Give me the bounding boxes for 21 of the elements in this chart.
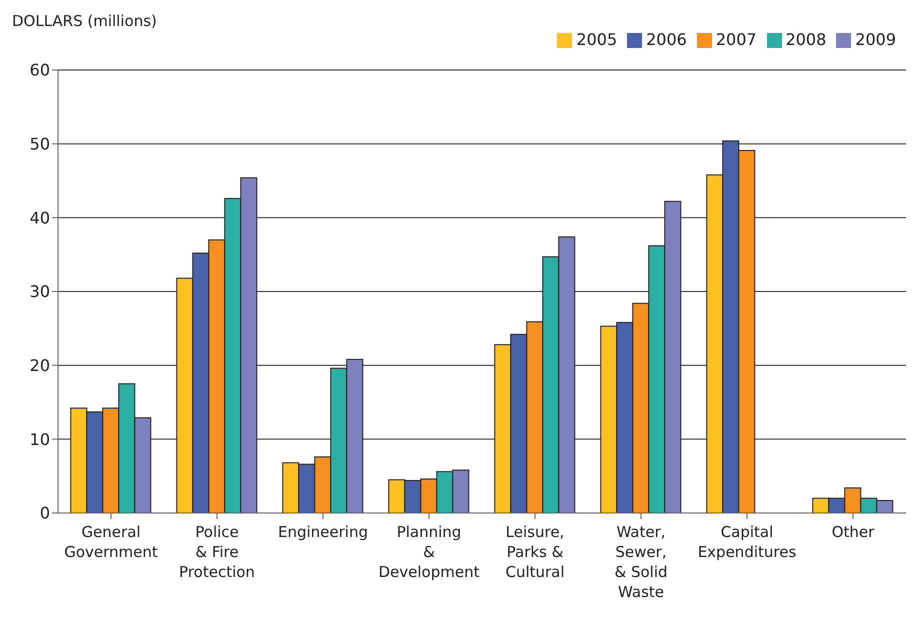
legend-label: 2009: [855, 30, 896, 49]
x-tick-label: Water, Sewer, & Solid Waste: [614, 523, 668, 601]
x-tick-label: Planning & Development: [378, 523, 480, 581]
y-axis-title: DOLLARS (millions): [12, 12, 157, 30]
legend-label: 2008: [786, 30, 826, 49]
y-tick-label: 30: [30, 282, 50, 302]
x-tick-label: Police & Fire Protection: [179, 523, 255, 581]
y-tick-label: 60: [30, 60, 50, 80]
y-tick-label: 40: [30, 208, 50, 228]
legend-label: 2006: [646, 30, 687, 49]
x-tick-label: Leisure, Parks & Cultural: [505, 523, 565, 581]
x-tick-label: Capital Expenditures: [698, 523, 796, 561]
y-tick-label: 0: [40, 504, 50, 523]
y-tick-label: 10: [30, 430, 50, 449]
x-tick-label: General Government: [64, 523, 158, 561]
legend-label: 2007: [716, 30, 757, 49]
legend-label: 2005: [576, 30, 618, 49]
y-tick-label: 50: [30, 134, 50, 154]
x-tick-label: Other: [832, 523, 876, 541]
x-tick-label: Engineering: [278, 523, 368, 541]
y-tick-label: 20: [30, 356, 50, 376]
